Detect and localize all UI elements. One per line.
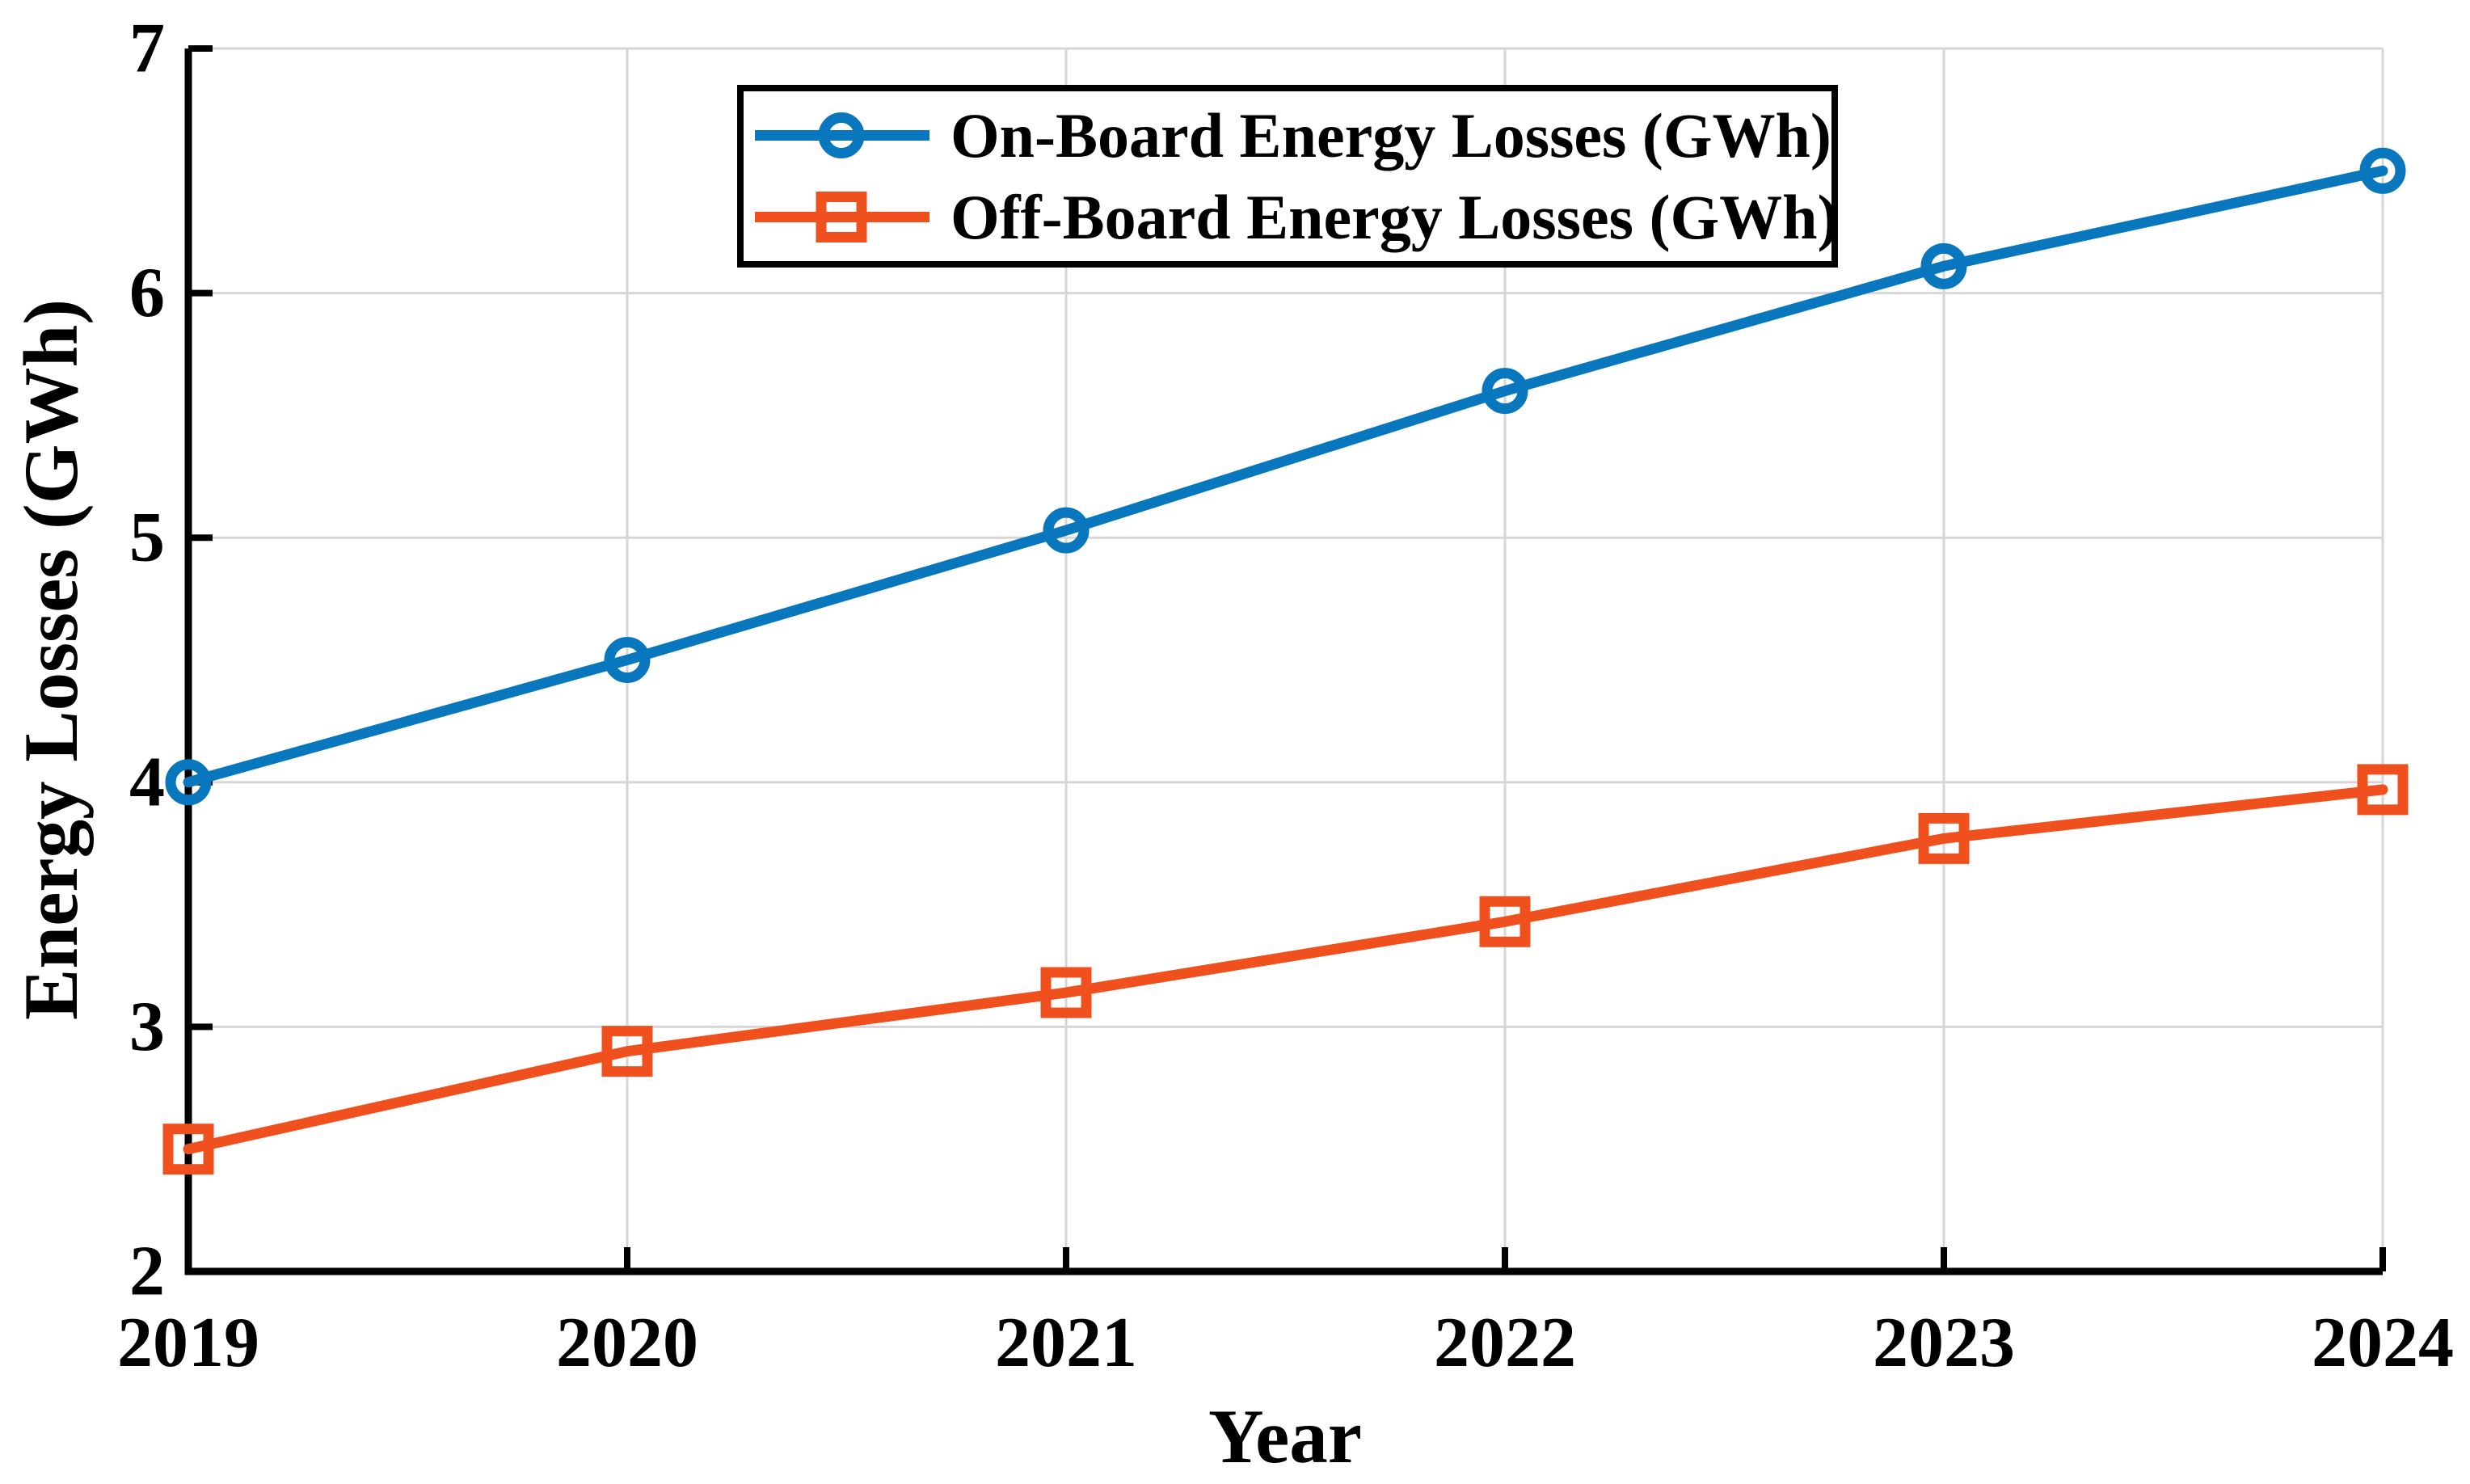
- legend-label-onboard: On-Board Energy Losses (GWh): [950, 99, 1831, 171]
- data-point-marker: [604, 637, 651, 683]
- legend-entry-offboard: Off-Board Energy Losses (GWh): [744, 176, 1838, 258]
- x-tick-label: 2020: [556, 1304, 698, 1382]
- x-tick-label: 2024: [2312, 1304, 2454, 1382]
- data-point-marker: [601, 1026, 653, 1077]
- x-tick-label: 2023: [1873, 1304, 2015, 1382]
- series-line: [183, 165, 2388, 788]
- y-axis-title-text: Energy Losses (GWh): [8, 299, 94, 1020]
- x-tick-label: 2019: [117, 1304, 259, 1382]
- y-tick-label: 5: [129, 499, 165, 577]
- x-axis-title-text: Year: [1208, 1393, 1362, 1479]
- y-tick-label: 2: [129, 1233, 165, 1311]
- data-point-marker: [2359, 147, 2406, 194]
- x-tick-label: 2022: [1434, 1304, 1576, 1382]
- legend-entry-onboard: On-Board Energy Losses (GWh): [744, 95, 1831, 176]
- data-point-marker: [1479, 896, 1531, 947]
- data-point-marker: [1040, 967, 1092, 1018]
- y-tick-label: 4: [129, 743, 165, 821]
- y-tick-label: 6: [129, 254, 165, 332]
- data-point-marker: [1482, 368, 1528, 415]
- data-point-marker: [1043, 507, 1090, 554]
- data-point-marker: [2357, 764, 2409, 816]
- line-square-marker-icon: [755, 192, 929, 242]
- legend: On-Board Energy Losses (GWh) Off-Board E…: [737, 85, 1838, 268]
- data-point-marker: [1918, 812, 1970, 864]
- legend-label-offboard: Off-Board Energy Losses (GWh): [950, 181, 1839, 252]
- data-point-marker: [1920, 242, 1967, 289]
- y-tick-label: 3: [129, 988, 165, 1066]
- line-circle-marker-icon: [755, 112, 929, 158]
- series-line: [183, 784, 2388, 1155]
- data-point-marker: [165, 759, 212, 806]
- data-point-marker: [162, 1124, 214, 1175]
- x-tick-label: 2021: [995, 1304, 1137, 1382]
- y-tick-label: 7: [129, 10, 165, 88]
